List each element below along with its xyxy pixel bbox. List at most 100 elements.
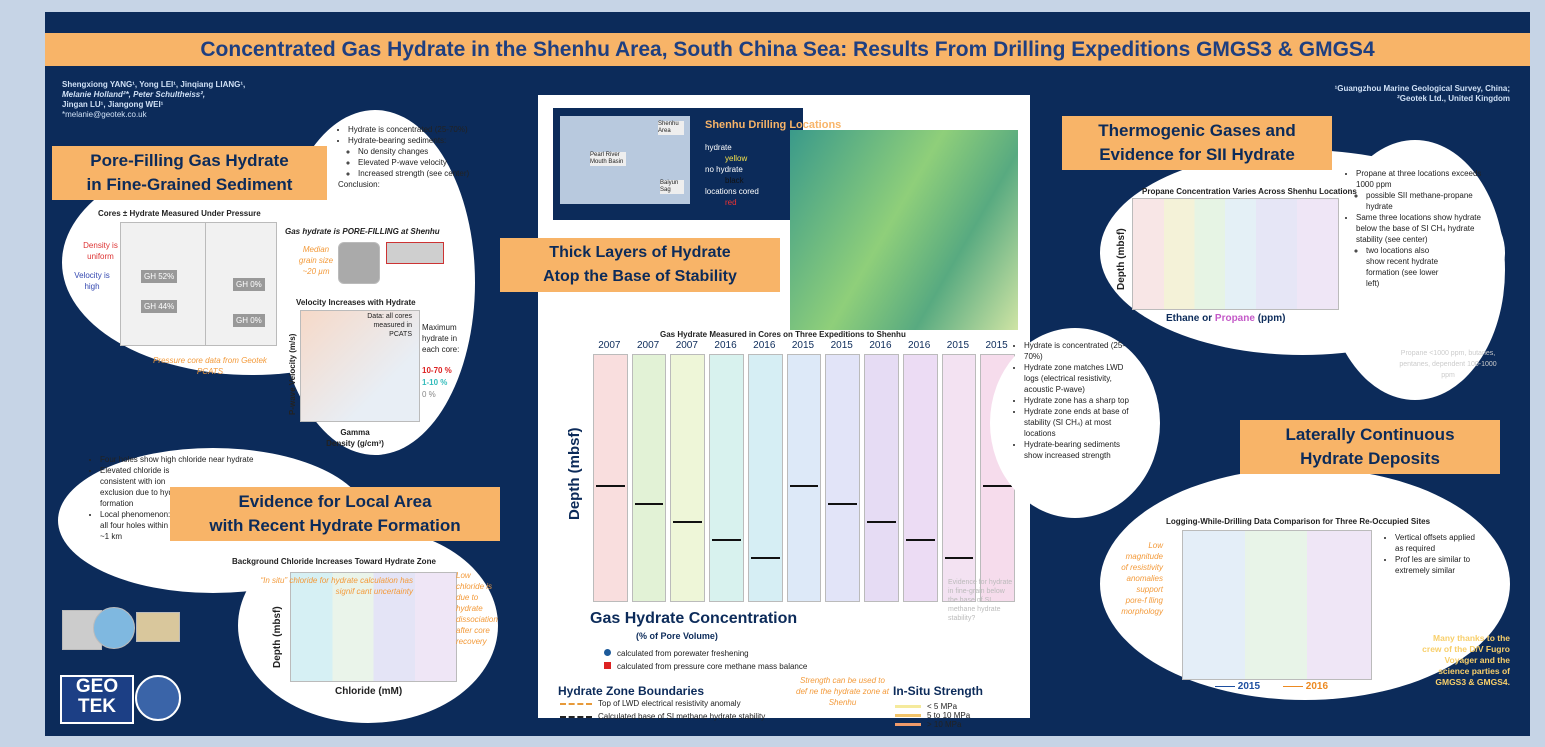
year-label: 2016 [714, 340, 737, 351]
year-label: 2007 [598, 340, 621, 351]
core-column [631, 354, 667, 602]
core-column [825, 354, 861, 602]
note: Velocity is high [74, 271, 110, 291]
text: calculated from pressure core methane ma… [617, 662, 808, 671]
text: GEO [75, 676, 119, 697]
text: Evidence for SII Hydrate [1099, 145, 1295, 164]
note: “In situ” chloride for hydrate calculati… [260, 576, 413, 596]
affiliation: ¹Guangzhou Marine Geological Survey, Chi… [1334, 84, 1510, 93]
core-column [902, 354, 938, 602]
section-heading: Thick Layers of Hydrate Atop the Base of … [500, 238, 780, 292]
caption: Pressure core data from Geotek PCATS [153, 356, 267, 376]
figure-title: Velocity Increases with Hydrate [296, 298, 416, 307]
figure-title: Gas Hydrate Measured in Cores on Three E… [660, 330, 906, 339]
text: black [725, 176, 744, 185]
figure-title: Logging-While-Drilling Data Comparison f… [1166, 517, 1431, 526]
core-column [786, 354, 822, 602]
text: Conclusion: [338, 180, 380, 189]
text: Hydrate is concentrated (25-70%) [348, 124, 473, 135]
affiliation: ²Geotek Ltd., United Kingdom [1397, 94, 1510, 103]
note: Data: all cores measured in PCATS [367, 313, 412, 338]
section-heading: Evidence for Local Area with Recent Hydra… [170, 487, 500, 541]
core-label: GH 44% [141, 300, 178, 313]
lwd-plot [1182, 530, 1372, 680]
logo: GEO TEK [60, 675, 134, 724]
grain-image [386, 242, 444, 264]
axis-label: P-wave Velocity (m/s) [288, 333, 297, 415]
bubble [1325, 140, 1505, 400]
authors: Shengxiong YANG¹, Yong LEI¹, Jinqiang LI… [62, 80, 245, 120]
text: 2016 [1305, 681, 1329, 692]
logo [135, 675, 181, 721]
note: Density is uniform [83, 241, 118, 261]
text: (ppm) [1257, 313, 1286, 324]
email: *melanie@geotek.co.uk [62, 110, 147, 119]
bubble [990, 328, 1160, 518]
figure-title: Propane Concentration Varies Across Shen… [1142, 187, 1357, 196]
section-heading: Thermogenic Gases and Evidence for SII Hy… [1062, 116, 1332, 170]
stability-base [944, 557, 974, 559]
axis-label: Depth (mbsf) [272, 606, 283, 668]
figure-title: Cores ± Hydrate Measured Under Pressure [98, 209, 261, 218]
author-line: Shengxiong YANG¹, Yong LEI¹, Jinqiang LI… [62, 80, 246, 89]
note: Median grain size ~20 µm [298, 245, 334, 276]
author-line: Melanie Holland²*, Peter Schultheiss², [62, 90, 206, 99]
core-columns: 2007 2007 2007 2016 2016 2015 2015 2016 2016 2015… [590, 340, 1016, 602]
text: Hydrate-bearing sediments show increased… [1024, 439, 1140, 461]
year-label: 2015 [791, 340, 815, 351]
note: Evidence for hydrate in fine-grain below… [948, 579, 1013, 622]
year-label: 2007 [675, 340, 698, 351]
conclusion: Gas hydrate is PORE-FILLING at Shenhu [285, 227, 440, 236]
text: no hydrate [705, 165, 743, 174]
text: Thermogenic Gases and [1098, 121, 1296, 140]
text: Four holes show high chloride near hydra… [100, 454, 260, 465]
map-title: Shenhu Drilling Locations [705, 119, 842, 131]
affiliations: ¹Guangzhou Marine Geological Survey, Chi… [1335, 84, 1510, 104]
legend-item: 1-10 % [422, 378, 448, 387]
stability-base [828, 503, 858, 505]
text: with Recent Hydrate Formation [209, 516, 461, 535]
text: Vertical offsets applied as required [1395, 532, 1480, 554]
title: Concentrated Gas Hydrate in the Shenhu A… [200, 38, 1375, 61]
legend-item: —— 2015 [1215, 681, 1261, 692]
legend-item: —— 2016 [1283, 681, 1329, 692]
text: Hydrate-bearing sediments: [348, 135, 473, 146]
stability-base [673, 521, 703, 523]
text: 5 to 10 MPa [927, 711, 971, 720]
stability-base [712, 539, 741, 541]
note: Low magnitude of resistivity anomalies s… [1121, 541, 1163, 616]
text: in Fine-Grained Sediment [86, 175, 293, 194]
text: red [725, 198, 737, 207]
text: Ethane [1166, 313, 1200, 324]
bullets: Hydrate is concentrated (25-70%)Hydrate … [1014, 340, 1140, 461]
core-label: GH 52% [141, 270, 178, 283]
text: possible SII methane-propane hydrate [1366, 190, 1496, 212]
text: calculated from porewater freshening [617, 649, 749, 658]
text: yellow [725, 154, 748, 163]
text: Top of LWD electrical resistivity anomal… [598, 699, 741, 708]
text: Hydrate zone matches LWD logs (electrica… [1024, 362, 1140, 395]
stability-base [634, 503, 664, 505]
text: or [1202, 313, 1213, 324]
year-label: 2015 [985, 340, 1008, 351]
section-subtitle: Hydrate Zone Boundaries [558, 684, 705, 698]
section-heading: Laterally Continuous Hydrate Deposits [1240, 420, 1500, 474]
text: Elevated chloride is consistent with ion… [100, 465, 200, 509]
inset-label: Shenhu Area [658, 121, 684, 135]
text: Calculated base of SI methane hydrate st… [598, 712, 766, 721]
axis-label: Chloride (mM) [335, 686, 403, 697]
text: Local phenomenon: all four holes within … [100, 509, 175, 542]
author-line: Jingan LU¹, Jiangong WEI¹ [62, 100, 164, 109]
inset-label: Baiyun Sag [660, 180, 684, 194]
stability-base [867, 521, 896, 523]
text: < 5 MPa [927, 702, 958, 711]
text: Hydrate Deposits [1300, 449, 1440, 468]
axis-label: Depth (mbsf) [566, 427, 583, 521]
propane-plot [1132, 198, 1339, 310]
text: Propane [1214, 313, 1255, 324]
bullets: Four holes show high chloride near hydra… [90, 454, 260, 542]
text: Atop the Base of Stability [543, 268, 737, 285]
year-label: 2016 [753, 340, 776, 351]
text: TEK [78, 696, 116, 717]
